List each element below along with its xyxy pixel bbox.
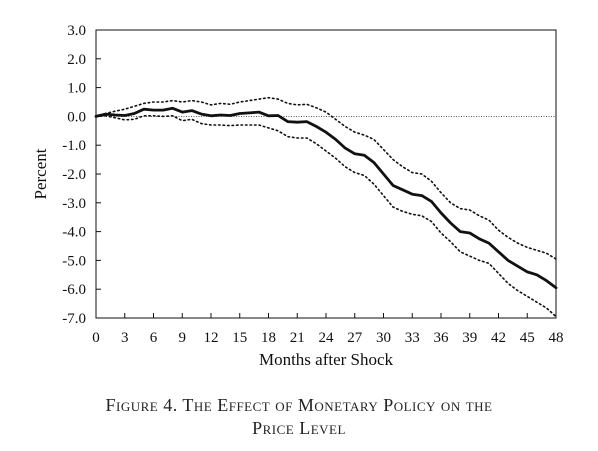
y-tick-label: 3.0	[67, 23, 86, 39]
y-tick-label: -6.0	[62, 282, 86, 298]
x-tick-label: 12	[204, 330, 219, 346]
x-tick-label: 24	[319, 330, 335, 346]
y-tick-label: -7.0	[62, 311, 86, 327]
y-axis-ticks: 3.0 2.0 1.0 0.0 -1.0 -2.0 -3.0 -4.0 -5.0 -6.0 -7.0	[62, 23, 101, 327]
x-tick-label: 18	[261, 330, 276, 346]
y-tick-label: 2.0	[67, 52, 86, 68]
y-tick-label: -2.0	[62, 167, 86, 183]
y-tick-label: -1.0	[62, 138, 86, 154]
plot-area-border	[95, 29, 557, 319]
x-tick-label: 0	[92, 330, 100, 346]
x-tick-label: 36	[434, 330, 450, 346]
x-tick-label: 30	[376, 330, 391, 346]
x-axis-ticks: 0 3 6 9 12 15 18 21 24 27 30 33 36 39 42 45 48	[92, 313, 564, 346]
y-axis-title: Percent	[31, 148, 50, 199]
lower-confidence-band-line	[95, 115, 557, 318]
x-tick-label: 39	[462, 330, 477, 346]
x-tick-label: 9	[179, 330, 187, 346]
x-tick-label: 27	[347, 330, 363, 346]
x-axis-title: Months after Shock	[259, 350, 394, 369]
chart: 3.0 2.0 1.0 0.0 -1.0 -2.0 -3.0 -4.0 -5.0 -6.0 -7.0…	[31, 23, 564, 369]
y-tick-label: -3.0	[62, 196, 86, 212]
x-tick-label: 42	[491, 330, 506, 346]
upper-confidence-band-line	[95, 96, 557, 260]
x-tick-label: 3	[121, 330, 129, 346]
x-tick-label: 33	[405, 330, 420, 346]
figure-caption-line-1: Figure 4. The Effect of Monetary Policy …	[105, 395, 493, 415]
x-tick-label: 6	[150, 330, 158, 346]
x-tick-label: 21	[290, 330, 305, 346]
x-tick-label: 48	[549, 330, 564, 346]
figure-caption-line-2: Price Level	[252, 418, 346, 438]
point-estimate-line	[94, 106, 558, 290]
y-tick-label: -5.0	[62, 253, 86, 269]
x-tick-label: 45	[520, 330, 535, 346]
y-tick-label: -4.0	[62, 225, 86, 241]
x-tick-label: 15	[232, 330, 247, 346]
y-tick-label: 1.0	[67, 81, 86, 97]
y-tick-label: 0.0	[67, 109, 86, 125]
series-lines	[94, 96, 558, 318]
